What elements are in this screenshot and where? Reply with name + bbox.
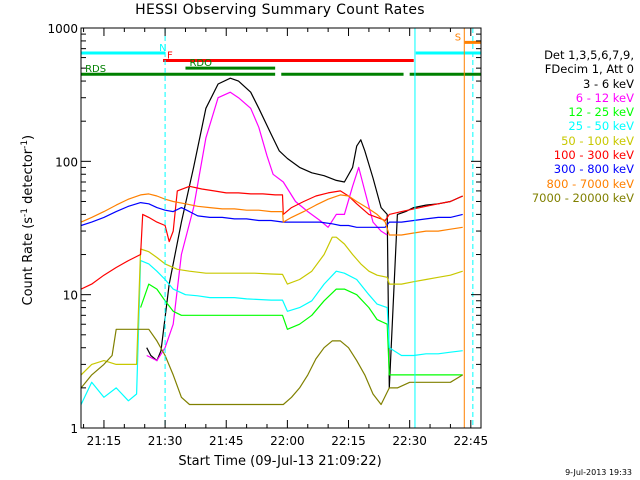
series-line-7 [81,193,463,236]
plot-frame [80,27,482,429]
state-bar-label-3: RDS [85,64,106,75]
state-bar-label-4: S [455,32,461,43]
legend-items: 3 - 6 keV 6 - 12 keV 12 - 25 keV 25 - 50 ke… [478,77,634,206]
y-tick-label-2: 100 [55,155,78,169]
legend-entry-6: 300 - 800 keV [553,162,634,177]
x-tick-label-5: 22:30 [392,434,427,448]
legend: Det 1,3,5,6,7,9, FDecim 1, Att 0 3 - 6 k… [478,48,634,205]
state-bars-layer [81,40,481,76]
legend-entry-8: 7000 - 20000 keV [531,190,634,205]
vertical-markers-layer [164,28,474,428]
series-line-1 [146,91,388,362]
series-line-3 [81,260,463,405]
x-tick-label-6: 22:45 [454,434,489,448]
x-tick-label-3: 22:00 [270,434,305,448]
series-line-6 [81,202,463,228]
legend-header-decimation: FDecim 1, Att 0 [544,62,634,77]
axes-layer: 21:15 21:30 21:45 22:00 22:15 22:30 22:45 1 10 10… [47,22,488,448]
timestamp-footer: 9-Jul-2013 19:33 [565,468,632,477]
chart-title: HESSI Observing Summary Count Rates [135,2,425,18]
y-tick-label-1: 10 [63,289,78,303]
state-bar-label-0: N [159,43,166,54]
y-tick-label-3: 1000 [47,22,78,36]
state-bar-label-1: F [167,51,173,62]
x-axis-label: Start Time (09-Jul-13 21:09:22) [178,454,382,469]
x-tick-label-0: 21:15 [87,434,122,448]
legend-entry-4: 50 - 100 keV [561,133,634,148]
legend-entry-0: 3 - 6 keV [583,76,634,91]
x-tick-label-1: 21:30 [148,434,183,448]
series-line-5 [81,185,463,290]
series-layer [81,77,464,406]
legend-entry-1: 6 - 12 keV [575,90,634,105]
series-line-8 [81,328,464,406]
x-tick-label-4: 22:15 [331,434,366,448]
y-axis-label: Count Rate (s-1 detector-1) [19,134,37,306]
legend-entry-5: 100 - 300 keV [553,148,634,163]
x-tick-label-2: 21:45 [209,434,244,448]
legend-entry-7: 800 - 7000 keV [546,176,634,191]
legend-entry-2: 12 - 25 keV [568,105,634,120]
series-line-0 [146,77,463,389]
legend-header-detectors: Det 1,3,5,6,7,9, [544,48,634,62]
legend-entry-3: 25 - 50 keV [568,119,634,134]
y-tick-label-0: 1 [70,422,78,436]
series-line-2 [140,283,463,376]
state-bar-label-2: RDO [189,58,212,69]
